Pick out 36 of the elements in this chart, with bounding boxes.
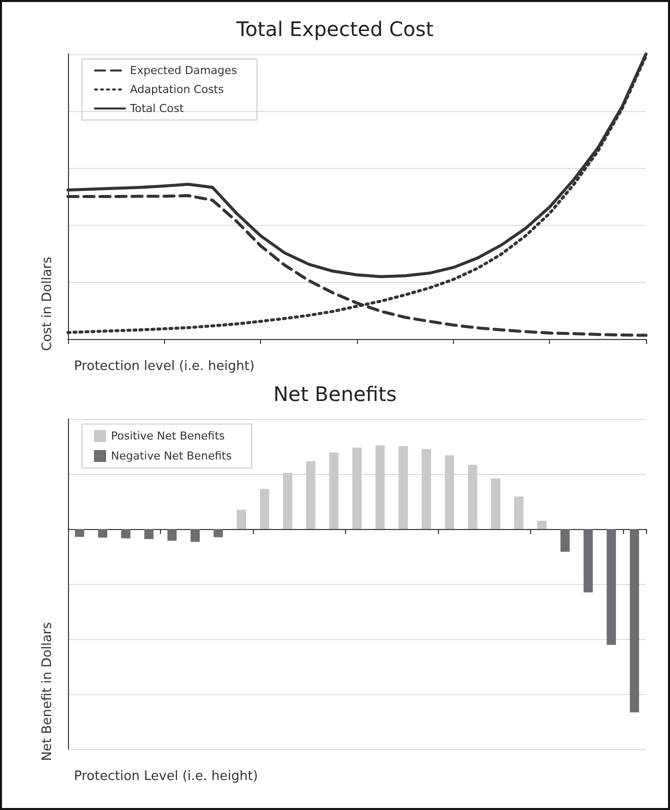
bar: [398, 446, 408, 529]
bar: [491, 478, 500, 529]
bar: [214, 529, 223, 538]
bar: [630, 529, 640, 712]
legend-label: Total Cost: [129, 102, 184, 115]
bar: [560, 529, 570, 552]
bar: [260, 489, 270, 529]
bar: [190, 529, 200, 542]
x-axis-title: Protection Level (i.e. height): [74, 769, 258, 784]
bar: [236, 510, 246, 529]
y-axis-title: Cost in Dollars: [40, 256, 55, 351]
bar: [468, 464, 478, 529]
bar: [283, 472, 292, 529]
legend-label: Adaptation Costs: [130, 83, 224, 96]
bar: [537, 520, 547, 529]
bar: [167, 529, 177, 541]
x-axis-title: Protection level (i.e. height): [74, 359, 255, 374]
legend-label: Expected Damages: [130, 64, 238, 77]
legend-label: Negative Net Benefits: [111, 450, 232, 462]
bar: [606, 529, 616, 645]
legend-label: Positive Net Benefits: [111, 430, 225, 442]
bar: [352, 448, 362, 529]
bar: [584, 529, 593, 592]
bar: [422, 449, 431, 529]
bar: [444, 455, 454, 529]
bar: [514, 496, 524, 529]
y-axis-title: Net Benefit in Dollars: [40, 622, 55, 761]
bar: [74, 529, 84, 537]
chart-title: Total Expected Cost: [235, 17, 434, 41]
chart-title: Net Benefits: [273, 382, 397, 406]
bar: [306, 461, 316, 529]
bar: [329, 452, 339, 529]
bar: [144, 529, 154, 540]
bar: [98, 529, 108, 538]
bar: [375, 445, 385, 529]
bar: [121, 529, 130, 538]
